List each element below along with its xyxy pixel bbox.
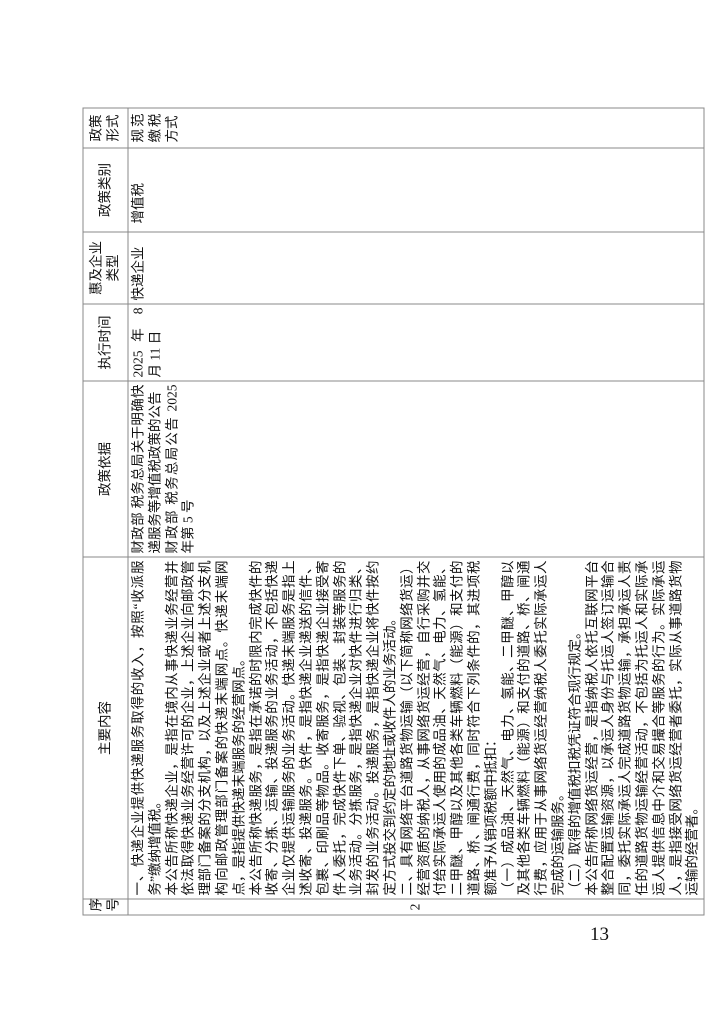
content-paragraph: 二、具有网络平台道路货物运输（以下简称网络货运）经营资质的纳税人，从事网络货运经…	[398, 560, 498, 895]
header-serial: 序号	[82, 898, 128, 915]
policy-category-cell: 增值税	[127, 147, 704, 232]
enterprise-type-cell: 快递企业	[127, 231, 704, 304]
header-enterprise-type: 惠及企业类型	[82, 231, 128, 304]
page-number: 13	[590, 924, 609, 945]
header-policy-category: 政策类别	[82, 147, 128, 232]
policy-form-cell: 规范缴税方式	[127, 107, 704, 148]
content-paragraph: 一、快递企业提供快递服务取得的收入，按照“收派服务”缴纳增值税。	[130, 560, 162, 895]
basis-number: 财政部 税务总局公告 2025 年第 5 号	[163, 384, 196, 553]
header-content: 主要内容	[82, 556, 128, 899]
content-cell: 一、快递企业提供快递服务取得的收入，按照“收派服务”缴纳增值税。 本公告所称快递…	[127, 556, 704, 899]
header-row: 序号 主要内容 政策依据 执行时间 惠及企业类型 政策类别 政策形式	[82, 107, 128, 915]
basis-cell: 财政部 税务总局关于明确快递服务等增值税政策的公告 财政部 税务总局公告 202…	[127, 380, 704, 557]
rotated-table-wrapper: 序号 主要内容 政策依据 执行时间 惠及企业类型 政策类别 政策形式 2 一、快…	[82, 107, 705, 915]
basis-title: 财政部 税务总局关于明确快递服务等增值税政策的公告	[130, 384, 162, 553]
content-paragraph: 本公告所称快递服务，是指在承诺的时限内完成快件的收寄、分拣、运输、投递服务的业务…	[247, 560, 397, 895]
table-row: 2 一、快递企业提供快递服务取得的收入，按照“收派服务”缴纳增值税。 本公告所称…	[127, 107, 704, 915]
header-effective-date: 执行时间	[82, 303, 128, 381]
content-paragraph: （二）取得的增值税扣税凭证符合现行规定。	[566, 625, 582, 895]
header-basis: 政策依据	[82, 380, 128, 557]
effective-date-cell: 2025 年 8 月 11 日	[127, 303, 704, 381]
header-policy-form: 政策形式	[82, 107, 128, 148]
content-paragraph: 本公告所称快递企业，是指在境内从事快递业务经营并依法取得快递业务经营许可的企业，…	[163, 560, 246, 895]
content-paragraph: （一）成品油、天然气、电力、氢能、二甲醚、甲醇以及其他各类车辆燃料（能源）和支付…	[499, 560, 565, 895]
policy-table: 序号 主要内容 政策依据 执行时间 惠及企业类型 政策类别 政策形式 2 一、快…	[82, 107, 705, 915]
serial-cell: 2	[127, 898, 704, 915]
content-paragraph: 本公告所称网络货运经营，是指纳税人依托互联网平台整合配置运输资源，以承运人身份与…	[583, 560, 700, 895]
